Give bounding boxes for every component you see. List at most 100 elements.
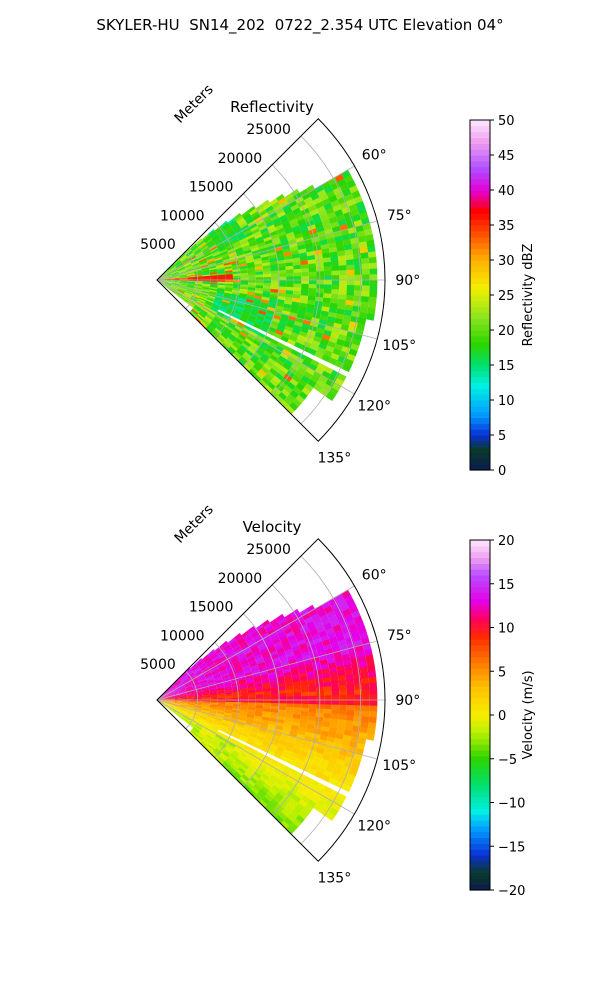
radar-cell — [284, 675, 293, 681]
radar-cell — [229, 256, 238, 261]
radar-cell — [224, 747, 233, 754]
radar-cell — [170, 285, 179, 290]
radar-cell — [363, 648, 373, 657]
radar-cell — [179, 693, 187, 696]
radar-cell — [196, 301, 204, 307]
radar-cell — [321, 306, 330, 313]
radar-cell — [253, 374, 262, 383]
radar-cell — [307, 715, 316, 722]
colorbar-segment — [470, 248, 490, 255]
colorbar-segment — [470, 790, 490, 798]
radar-cell — [195, 238, 203, 245]
radar-cell — [323, 704, 332, 710]
radar-cell — [305, 753, 315, 761]
radar-cell — [236, 303, 245, 309]
radar-cell — [250, 328, 259, 335]
radar-cell — [275, 627, 285, 635]
radar-cell — [163, 271, 170, 276]
radar-cell — [247, 692, 256, 696]
radar-cell — [280, 637, 290, 645]
radar-cell — [263, 363, 272, 372]
radar-cell — [249, 733, 258, 739]
radar-cell — [199, 311, 207, 318]
radar-cell — [231, 658, 240, 665]
radar-cell — [285, 265, 294, 271]
radar-cell — [293, 272, 302, 277]
radar-cell — [174, 680, 182, 687]
radar-cell — [169, 288, 177, 293]
radar-cell — [202, 306, 210, 312]
radar-cell — [249, 661, 258, 668]
radar-cell — [323, 681, 332, 688]
radar-cell — [187, 301, 195, 307]
radar-cell — [290, 349, 300, 357]
radar-cell — [357, 737, 367, 745]
colorbar-segment — [470, 662, 490, 669]
radar-cell — [285, 322, 295, 329]
radar-cell — [345, 299, 354, 307]
radar-cell — [227, 668, 236, 673]
colorbar-label: Reflectivity dBZ — [521, 244, 536, 347]
colorbar-segment — [470, 685, 490, 693]
radar-cell — [191, 665, 199, 672]
radar-cell — [270, 286, 279, 290]
radar-cell — [210, 281, 218, 284]
radar-cell — [187, 302, 194, 308]
radar-cell — [361, 688, 370, 696]
radar-cell — [346, 689, 355, 696]
radar-cell — [246, 654, 255, 661]
radar-cell — [202, 281, 211, 283]
radar-cell — [206, 719, 214, 724]
radar-cell — [307, 255, 316, 261]
radar-cell — [292, 794, 302, 804]
radar-cell — [206, 659, 214, 666]
colorbar-segment — [470, 411, 490, 419]
radar-cell — [304, 383, 314, 393]
radar-cell — [228, 321, 236, 328]
radar-cell — [338, 680, 347, 687]
radar-cell — [249, 208, 258, 216]
radar-cell — [309, 628, 319, 637]
radar-cell — [214, 718, 223, 723]
radar-cell — [329, 722, 338, 729]
radar-cell — [344, 669, 353, 676]
radar-cell — [322, 383, 332, 393]
radar-cell — [285, 262, 294, 267]
radar-cell — [338, 685, 347, 691]
radar-cell — [190, 310, 197, 317]
radar-cell — [266, 370, 276, 379]
radar-cell — [220, 252, 229, 258]
radar-cell — [218, 307, 227, 313]
radar-cell — [322, 672, 331, 679]
radar-cell — [369, 262, 378, 270]
colorbar-segment — [470, 452, 490, 459]
radar-cell — [172, 282, 180, 284]
radar-cell — [342, 363, 352, 373]
radar-cell — [293, 707, 302, 712]
radar-cell — [250, 762, 259, 770]
radar-cell — [259, 647, 269, 654]
radar-cell — [239, 737, 248, 743]
radar-cell — [171, 273, 179, 276]
radar-cell — [271, 351, 281, 359]
radar-cell — [244, 251, 253, 257]
radar-cell — [288, 786, 298, 796]
radar-cell — [260, 722, 269, 727]
radar-cell — [217, 700, 226, 702]
radar-cell — [271, 364, 280, 373]
radar-cell — [253, 720, 262, 726]
radar-cell — [274, 792, 284, 801]
radar-cell — [168, 264, 175, 271]
radar-cell — [339, 700, 347, 706]
radar-cell — [310, 359, 320, 368]
radar-cell — [174, 680, 181, 686]
radar-cell — [291, 253, 300, 259]
radar-cell — [335, 733, 344, 740]
radar-cell — [202, 695, 211, 698]
radar-cell — [229, 674, 238, 679]
radar-cell — [171, 271, 179, 275]
radar-cell — [359, 246, 369, 254]
colorbar-segment — [470, 160, 490, 168]
radar-cell — [342, 658, 352, 666]
radar-cell — [242, 244, 251, 250]
